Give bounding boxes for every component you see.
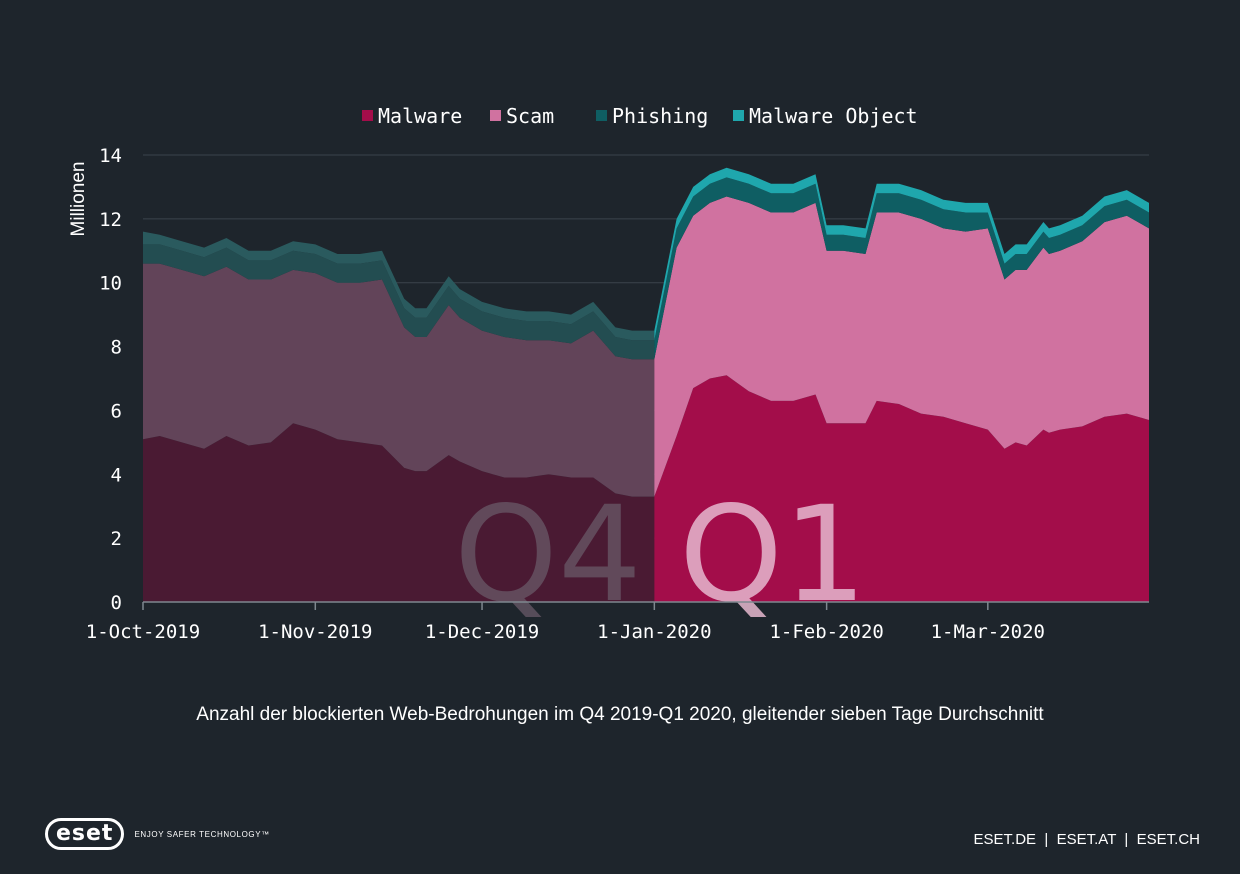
legend-swatch-scam	[490, 110, 501, 121]
y-tick-10: 10	[99, 273, 122, 295]
area-phishing-q1	[654, 177, 1149, 360]
x-tick-2020-02-01: 1-Feb-2020	[769, 621, 883, 643]
y-axis-label: Millionen	[68, 162, 89, 237]
area-malware-q4	[143, 423, 655, 602]
y-tick-2: 2	[111, 528, 122, 550]
eset-logo-mark: eset	[45, 818, 125, 850]
legend-swatch-phishing	[596, 110, 607, 121]
legend-swatch-malware-object	[733, 110, 744, 121]
q1-areas	[654, 167, 1149, 602]
footer-links: ESET.DE | ESET.AT | ESET.CH	[973, 831, 1200, 848]
area-scam-q4	[143, 263, 655, 497]
y-tick-12: 12	[99, 209, 122, 231]
area-malware-object-q1	[654, 167, 1149, 341]
y-tick-14: 14	[99, 145, 122, 167]
legend-swatch-malware	[362, 110, 373, 121]
quarter-label-q4: Q4	[454, 478, 642, 632]
quarter-labels: Q4 Q1	[454, 478, 867, 632]
y-tick-8: 8	[111, 337, 122, 359]
area-phishing-q4	[143, 244, 655, 360]
chart-caption: Anzahl der blockierten Web-Bedrohungen i…	[196, 704, 1044, 725]
x-tick-2019-12-01: 1-Dec-2019	[425, 621, 539, 643]
quarter-label-q1: Q1	[679, 478, 867, 632]
y-tick-0: 0	[111, 592, 122, 614]
legend-label-phishing: Phishing	[612, 104, 708, 128]
legend: Malware Scam Phishing Malware Object	[362, 104, 918, 128]
area-scam-q1	[654, 196, 1149, 497]
x-tick-2020-03-01: 1-Mar-2020	[931, 621, 1045, 643]
eset-tagline: ENJOY SAFER TECHNOLOGY™	[134, 829, 270, 839]
axes: 0 2 4 6 8 10 12 14 1-Oct-2019 1-Nov-2019 1-Dec-201…	[86, 145, 1149, 643]
threat-area-chart: Q4 Q1 0 2 4 6 8 10 12 14 1-Oct-2019 1-Nov-2019 1-De…	[68, 104, 1149, 643]
y-tick-6: 6	[111, 400, 122, 422]
area-malware-object-q4	[143, 231, 655, 341]
y-tick-4: 4	[111, 464, 122, 486]
x-tick-2019-11-01: 1-Nov-2019	[258, 621, 372, 643]
legend-label-scam: Scam	[506, 104, 554, 128]
legend-label-malware-object: Malware Object	[749, 104, 918, 128]
stacked-areas	[143, 167, 1149, 602]
eset-logo: eset ENJOY SAFER TECHNOLOGY™	[45, 818, 270, 850]
x-tick-2019-10-01: 1-Oct-2019	[86, 621, 200, 643]
legend-label-malware: Malware	[378, 104, 462, 128]
x-tick-2020-01-01: 1-Jan-2020	[597, 621, 711, 643]
area-malware-q1	[654, 375, 1149, 602]
q4-areas	[143, 231, 655, 602]
